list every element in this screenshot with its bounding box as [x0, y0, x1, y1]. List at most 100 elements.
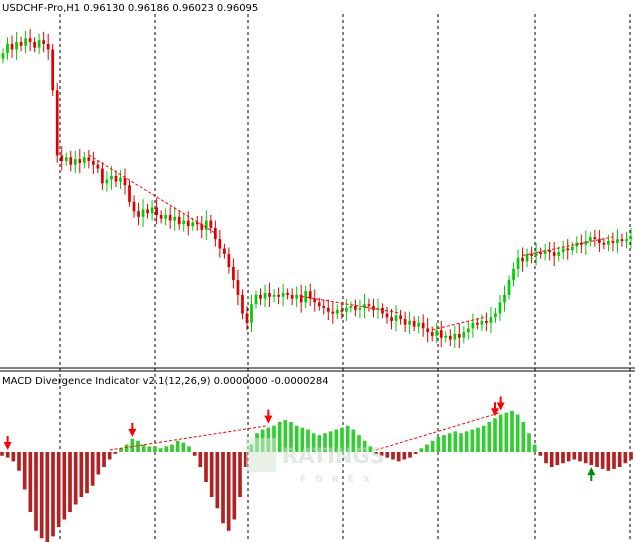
macd-negative-bar — [5, 452, 10, 458]
macd-negative-bar — [595, 452, 599, 467]
bull-candle — [417, 322, 421, 327]
macd-positive-bar — [442, 435, 446, 452]
macd-negative-bar — [90, 452, 95, 486]
bull-candle — [304, 291, 308, 303]
macd-positive-bar — [510, 410, 514, 452]
bear-candle — [60, 155, 64, 162]
macd-negative-bar — [391, 452, 395, 460]
macd-negative-bar — [192, 452, 197, 456]
macd-negative-bar — [402, 452, 407, 460]
bear-candle — [241, 294, 244, 314]
bear-candle — [123, 177, 127, 186]
bear-candle — [218, 239, 222, 249]
bull-candle — [164, 214, 168, 219]
bull-candle — [534, 252, 538, 256]
bear-candle — [195, 222, 199, 225]
macd-negative-bar — [102, 452, 106, 467]
bear-candle — [55, 90, 59, 156]
bear-candle — [286, 293, 289, 295]
macd-negative-bar — [68, 452, 72, 512]
bear-candle — [552, 252, 556, 256]
bull-candle — [408, 320, 411, 325]
macd-positive-bar — [130, 438, 135, 452]
bull-candle — [182, 220, 186, 225]
sell-arrow-icon — [128, 428, 137, 437]
bull-candle — [141, 209, 145, 217]
macd-positive-bar — [170, 444, 174, 452]
macd-positive-bar — [527, 433, 531, 452]
bear-candle — [137, 211, 140, 217]
macd-positive-bar — [419, 448, 424, 452]
watermark-line1: RATINGS — [282, 444, 385, 468]
macd-negative-bar — [589, 452, 594, 466]
macd-positive-bar — [317, 435, 322, 452]
macd-positive-bar — [311, 433, 316, 452]
bear-candle — [403, 319, 407, 325]
bear-candle — [367, 304, 371, 307]
macd-negative-bar — [238, 452, 242, 497]
price-candles — [1, 29, 633, 348]
bear-candle — [430, 332, 434, 336]
macd-positive-bar — [181, 442, 186, 452]
bear-candle — [399, 315, 402, 320]
bull-candle — [250, 304, 253, 323]
macd-negative-bar — [561, 452, 565, 464]
bear-candle — [579, 242, 583, 245]
bear-candle — [331, 311, 335, 314]
bear-candle — [448, 335, 452, 340]
macd-negative-bar — [612, 452, 616, 469]
bear-candle — [322, 306, 326, 308]
bear-candle — [390, 317, 393, 321]
macd-positive-bar — [362, 440, 367, 452]
bear-candle — [177, 216, 181, 225]
bear-candle — [159, 214, 163, 219]
bull-candle — [588, 237, 592, 241]
macd-negative-bar — [51, 452, 55, 537]
macd-negative-bar — [28, 452, 33, 512]
bull-candle — [561, 248, 565, 253]
signal-arrows — [3, 396, 596, 482]
macd-negative-bar — [408, 452, 412, 458]
macd-positive-bar — [175, 440, 180, 452]
macd-negative-bar — [39, 452, 44, 539]
watermark: RATINGS FOREX — [246, 438, 385, 485]
macd-positive-bar — [345, 425, 350, 452]
bear-candle — [372, 306, 375, 310]
bull-candle — [466, 328, 470, 333]
macd-negative-bar — [45, 452, 50, 542]
macd-negative-bar — [22, 452, 27, 490]
bull-candle — [625, 239, 628, 241]
bear-candle — [299, 294, 303, 303]
bear-candle — [213, 227, 217, 240]
macd-positive-bar — [357, 435, 361, 452]
bear-candle — [200, 224, 204, 230]
macd-positive-bar — [164, 446, 169, 452]
macd-positive-bar — [300, 427, 305, 452]
macd-negative-bar — [107, 452, 112, 460]
bear-candle — [69, 157, 73, 165]
bear-candle — [146, 209, 149, 214]
bear-candle — [78, 159, 82, 163]
macd-negative-bar — [96, 452, 101, 475]
watermark-logo-icon — [246, 438, 276, 472]
macd-positive-bar — [119, 448, 123, 452]
bull-candle — [15, 42, 18, 50]
bear-candle — [46, 43, 50, 50]
bull-candle — [516, 257, 520, 269]
price-divergence-line — [88, 154, 216, 234]
macd-negative-bar — [34, 452, 38, 531]
bear-candle — [132, 201, 136, 212]
divergence-lines — [88, 154, 614, 451]
macd-negative-bar — [617, 452, 622, 467]
bull-candle — [1, 53, 5, 59]
macd-positive-bar — [487, 422, 492, 452]
bull-candle — [358, 307, 362, 310]
macd-positive-bar — [141, 444, 146, 452]
bull-candle — [82, 157, 86, 163]
macd-negative-bar — [198, 452, 203, 467]
macd-positive-bar — [277, 422, 282, 452]
bear-candle — [92, 161, 95, 165]
macd-negative-bar — [385, 452, 390, 458]
macd-positive-bar — [532, 444, 537, 452]
